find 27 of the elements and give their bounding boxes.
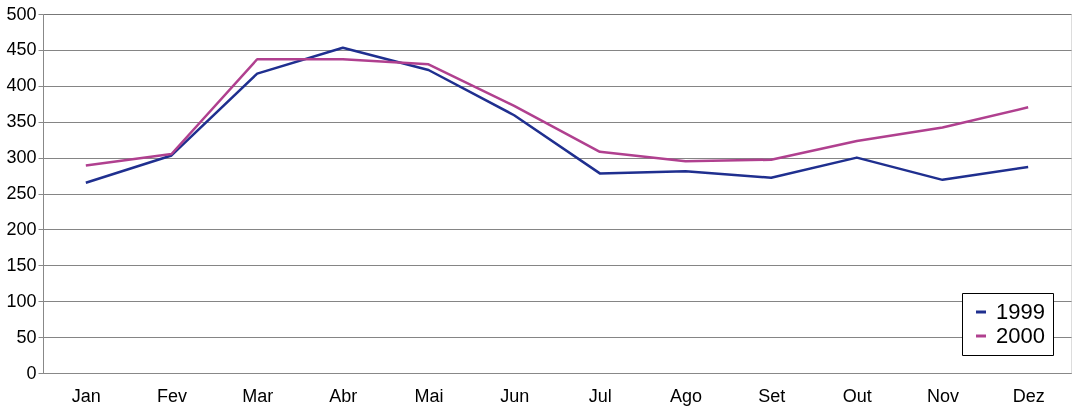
y-tick-label: 500 bbox=[6, 3, 37, 24]
x-tick-label: Mai bbox=[414, 385, 444, 406]
x-tick-label: Jan bbox=[71, 385, 101, 406]
x-tick-label: Fev bbox=[156, 385, 188, 406]
y-tick-label: 0 bbox=[26, 362, 37, 383]
y-tick-label: 250 bbox=[6, 183, 37, 203]
legend-label: 1999 bbox=[996, 299, 1045, 324]
x-tick-label: Mar bbox=[242, 385, 274, 406]
y-tick-label: 150 bbox=[6, 254, 37, 275]
y-tick-label: 200 bbox=[6, 218, 37, 239]
x-tick-label: Nov bbox=[926, 385, 960, 406]
legend-label: 2000 bbox=[996, 323, 1045, 348]
x-tick-label: Dez bbox=[1012, 385, 1045, 406]
x-tick-label: Jun bbox=[500, 385, 530, 406]
y-tick-label: 450 bbox=[6, 39, 37, 60]
x-tick-label: Out bbox=[842, 385, 872, 406]
y-tick-label: 50 bbox=[16, 326, 37, 347]
y-tick-label: 100 bbox=[6, 290, 37, 311]
line-series bbox=[84, 46, 1030, 184]
x-tick-label: Set bbox=[758, 385, 786, 406]
y-tick-label: 400 bbox=[6, 75, 37, 96]
x-tick-label: Ago bbox=[669, 385, 703, 406]
line-series bbox=[84, 57, 1030, 167]
y-tick-label: 350 bbox=[6, 111, 37, 132]
y-tick-label: 300 bbox=[6, 147, 37, 168]
x-tick-label: Jul bbox=[588, 385, 612, 406]
x-tick-label: Abr bbox=[329, 385, 358, 406]
